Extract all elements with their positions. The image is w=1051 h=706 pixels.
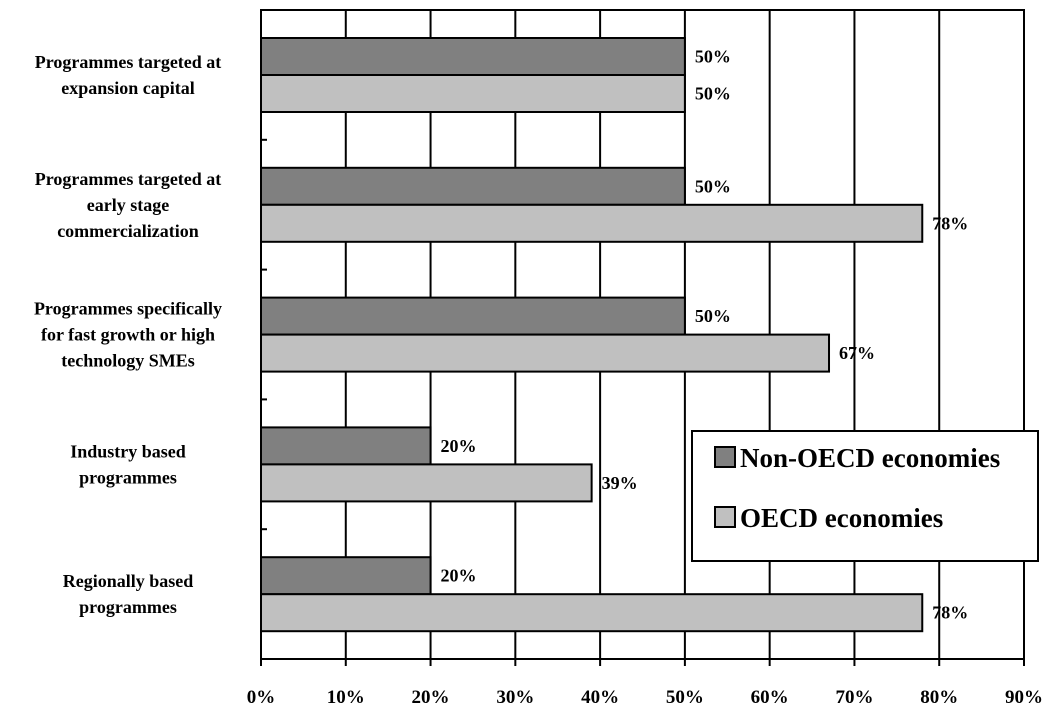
- data-label: 78%: [932, 603, 968, 623]
- bar-oecd: [260, 463, 593, 503]
- category-label: Regionally based programmes: [63, 571, 194, 617]
- bar-non-oecd: [260, 37, 686, 76]
- data-label: 20%: [441, 566, 477, 586]
- category-label: Programmes targeted at expansion capital: [35, 52, 222, 98]
- x-tick-label: 10%: [327, 687, 365, 706]
- bar-non-oecd: [260, 556, 432, 596]
- data-label: 67%: [839, 343, 875, 363]
- category-label-line: early stage: [87, 195, 169, 215]
- x-tick-label: 70%: [835, 687, 873, 706]
- category-label-line: expansion capital: [61, 78, 195, 98]
- x-tick-label: 0%: [247, 687, 276, 706]
- x-tick-label: 30%: [496, 687, 534, 706]
- x-tick-label: 40%: [581, 687, 619, 706]
- bar-oecd: [260, 593, 924, 633]
- x-tick-label: 90%: [1005, 687, 1043, 706]
- category-label: Programmes specifically for fast growth o…: [34, 299, 222, 371]
- category-label-line: programmes: [79, 597, 177, 617]
- x-tick-label: 50%: [666, 687, 704, 706]
- x-tick-label: 80%: [920, 687, 958, 706]
- data-label: 78%: [932, 213, 968, 233]
- data-label: 20%: [441, 436, 477, 456]
- x-tick-label: 60%: [751, 687, 789, 706]
- category-label-line: Industry based: [70, 441, 186, 461]
- bar-non-oecd: [260, 166, 686, 206]
- category-label-line: Regionally based: [63, 571, 194, 591]
- category-label-line: Programmes specifically: [34, 299, 222, 319]
- category-label-line: programmes: [79, 467, 177, 487]
- legend-swatch: [714, 446, 736, 468]
- data-label: 50%: [695, 306, 731, 326]
- bar-oecd: [260, 333, 831, 373]
- x-tick-label: 20%: [412, 687, 450, 706]
- legend-box: [691, 430, 1039, 562]
- category-label-line: Programmes targeted at: [35, 52, 222, 72]
- bar-non-oecd: [260, 426, 432, 466]
- data-label: 39%: [602, 473, 638, 493]
- category-label-line: technology SMEs: [61, 351, 195, 371]
- legend-swatch: [714, 506, 736, 528]
- category-label-line: for fast growth or high: [41, 325, 215, 345]
- data-label: 50%: [695, 176, 731, 196]
- category-label: Industry based programmes: [70, 441, 186, 487]
- legend-label: OECD economies: [740, 503, 943, 533]
- category-label-line: Programmes targeted at: [35, 169, 222, 189]
- legend-label: Non-OECD economies: [740, 443, 1000, 473]
- category-label: Programmes targeted at early stage commerc…: [35, 169, 222, 241]
- bar-non-oecd: [260, 296, 686, 336]
- data-label: 50%: [695, 84, 731, 104]
- bar-oecd: [260, 203, 924, 243]
- bar-oecd: [260, 74, 686, 113]
- category-label-line: commercialization: [57, 221, 199, 241]
- data-label: 50%: [695, 47, 731, 67]
